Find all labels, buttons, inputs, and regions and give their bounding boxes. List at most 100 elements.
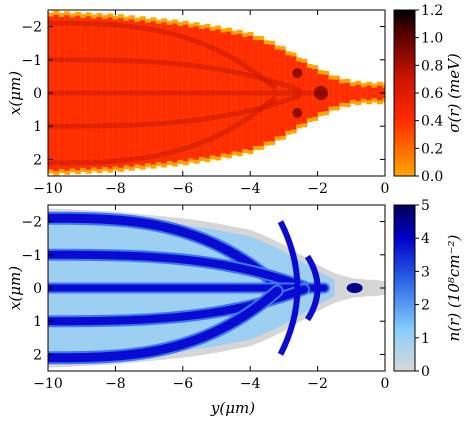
sigma-cell: [301, 62, 308, 124]
sigma-cell: [91, 18, 98, 168]
sigma-cell: [172, 23, 179, 163]
sigma-filament: [48, 20, 278, 91]
y-tick-label: −1: [21, 53, 42, 69]
density-stripe: [48, 250, 309, 291]
sigma-cell: [155, 23, 162, 163]
x-tick-label: 0: [381, 181, 390, 197]
colorbar-tick-label: 5: [421, 198, 430, 214]
colorbar-tick-label: 1.2: [421, 3, 443, 19]
sigma-cell: [376, 85, 383, 101]
colorbar-tick-label: 0.2: [421, 141, 443, 157]
sigma-peak: [292, 107, 303, 118]
sigma-cell: [193, 26, 200, 160]
bottom-colorbar-ticks: 0 1 2 3 4 5: [415, 198, 430, 380]
colorbar-tick-label: 0.6: [421, 86, 443, 102]
bottom-xlabel: y(μm): [210, 399, 255, 417]
x-tick-label: −10: [33, 376, 63, 392]
top-ylabel: x(μm): [6, 71, 24, 115]
sigma-filament: [48, 57, 302, 93]
sigma-cell: [220, 32, 227, 154]
sigma-cell: [198, 29, 205, 157]
sigma-cell: [296, 61, 303, 125]
sigma-peak: [313, 86, 328, 100]
colorbar-tick-label: 1: [421, 331, 430, 347]
sigma-cell: [306, 67, 313, 119]
sigma-filament: [48, 95, 278, 166]
density-stripe: [48, 213, 282, 290]
sigma-cell: [366, 85, 373, 101]
x-tick-label: −4: [240, 376, 261, 392]
y-tick-label: −2: [21, 20, 42, 36]
colorbar-tick-label: 0: [421, 364, 430, 380]
sigma-cell: [225, 31, 232, 155]
sigma-cell: [258, 40, 265, 146]
top-colorbar-label: σ(r) (meV): [445, 53, 463, 133]
sigma-cell: [177, 26, 184, 160]
colorbar-tick-label: 2: [421, 298, 430, 314]
sigma-cell: [145, 22, 152, 164]
sigma-cell: [285, 55, 292, 131]
sigma-cell: [64, 15, 71, 171]
sigma-cell: [134, 21, 141, 165]
sigma-cell: [252, 40, 259, 146]
sigma-cell: [96, 16, 103, 170]
top-colorbar-ticks: 0.0 0.2 0.4 0.6 0.8 1.0 1.2: [415, 3, 443, 185]
sigma-cell: [74, 15, 81, 171]
sigma-cell: [269, 44, 276, 142]
x-tick-label: −4: [240, 181, 261, 197]
bottom-colorbar-label: n(r) (10⁸cm⁻²): [445, 235, 463, 342]
sigma-cell: [128, 19, 135, 167]
y-tick-label: 1: [33, 314, 42, 330]
sigma-cell: [112, 19, 119, 167]
sigma-cell: [279, 50, 286, 136]
y-tick-label: −2: [21, 215, 42, 231]
sigma-cell: [161, 22, 168, 164]
x-tick-label: −6: [172, 376, 193, 392]
density-stripe: [48, 286, 282, 363]
sigma-cell: [360, 87, 367, 99]
colorbar-tick-label: 0.4: [421, 114, 443, 130]
x-tick-label: −8: [105, 376, 126, 392]
sigma-cell: [328, 79, 335, 107]
sigma-cell: [166, 24, 173, 162]
x-tick-label: −2: [307, 376, 328, 392]
y-tick-label: −1: [21, 248, 42, 264]
sigma-cell: [139, 20, 146, 166]
sigma-cell: [118, 18, 125, 168]
y-tick-label: 2: [33, 347, 42, 363]
sigma-cell: [123, 20, 130, 166]
x-tick-label: −10: [33, 181, 63, 197]
x-tick-label: 0: [381, 376, 390, 392]
y-tick-label: 1: [33, 119, 42, 135]
sigma-cell: [263, 44, 270, 142]
bottom-colorbar: [393, 204, 416, 372]
sigma-cell: [247, 35, 254, 151]
colorbar-tick-label: 0.8: [421, 58, 443, 74]
sigma-cell: [204, 27, 211, 159]
colorbar-tick-label: 4: [421, 231, 430, 247]
y-tick-label: 0: [33, 86, 42, 102]
y-tick-label: 0: [33, 281, 42, 297]
density-arc: [304, 254, 321, 322]
sigma-cell: [80, 18, 87, 168]
sigma-cell: [371, 87, 378, 99]
sigma-filament: [48, 93, 302, 129]
top-colorbar: [393, 9, 416, 177]
sigma-cell: [209, 30, 216, 156]
sigma-cell: [290, 56, 297, 130]
density-dot: [346, 283, 363, 293]
sigma-cell: [333, 79, 340, 107]
sigma-cell: [101, 19, 108, 167]
x-tick-label: −6: [172, 181, 193, 197]
sigma-cell: [231, 34, 238, 152]
sigma-cell: [107, 17, 114, 169]
sigma-cell: [53, 14, 60, 172]
sigma-cell: [274, 49, 281, 137]
sigma-cell: [215, 29, 222, 157]
sigma-cell: [355, 84, 362, 102]
sigma-cell: [349, 86, 356, 100]
colorbar-tick-label: 0.0: [421, 169, 443, 185]
top-heatmap: [48, 10, 385, 176]
x-tick-label: −8: [105, 181, 126, 197]
